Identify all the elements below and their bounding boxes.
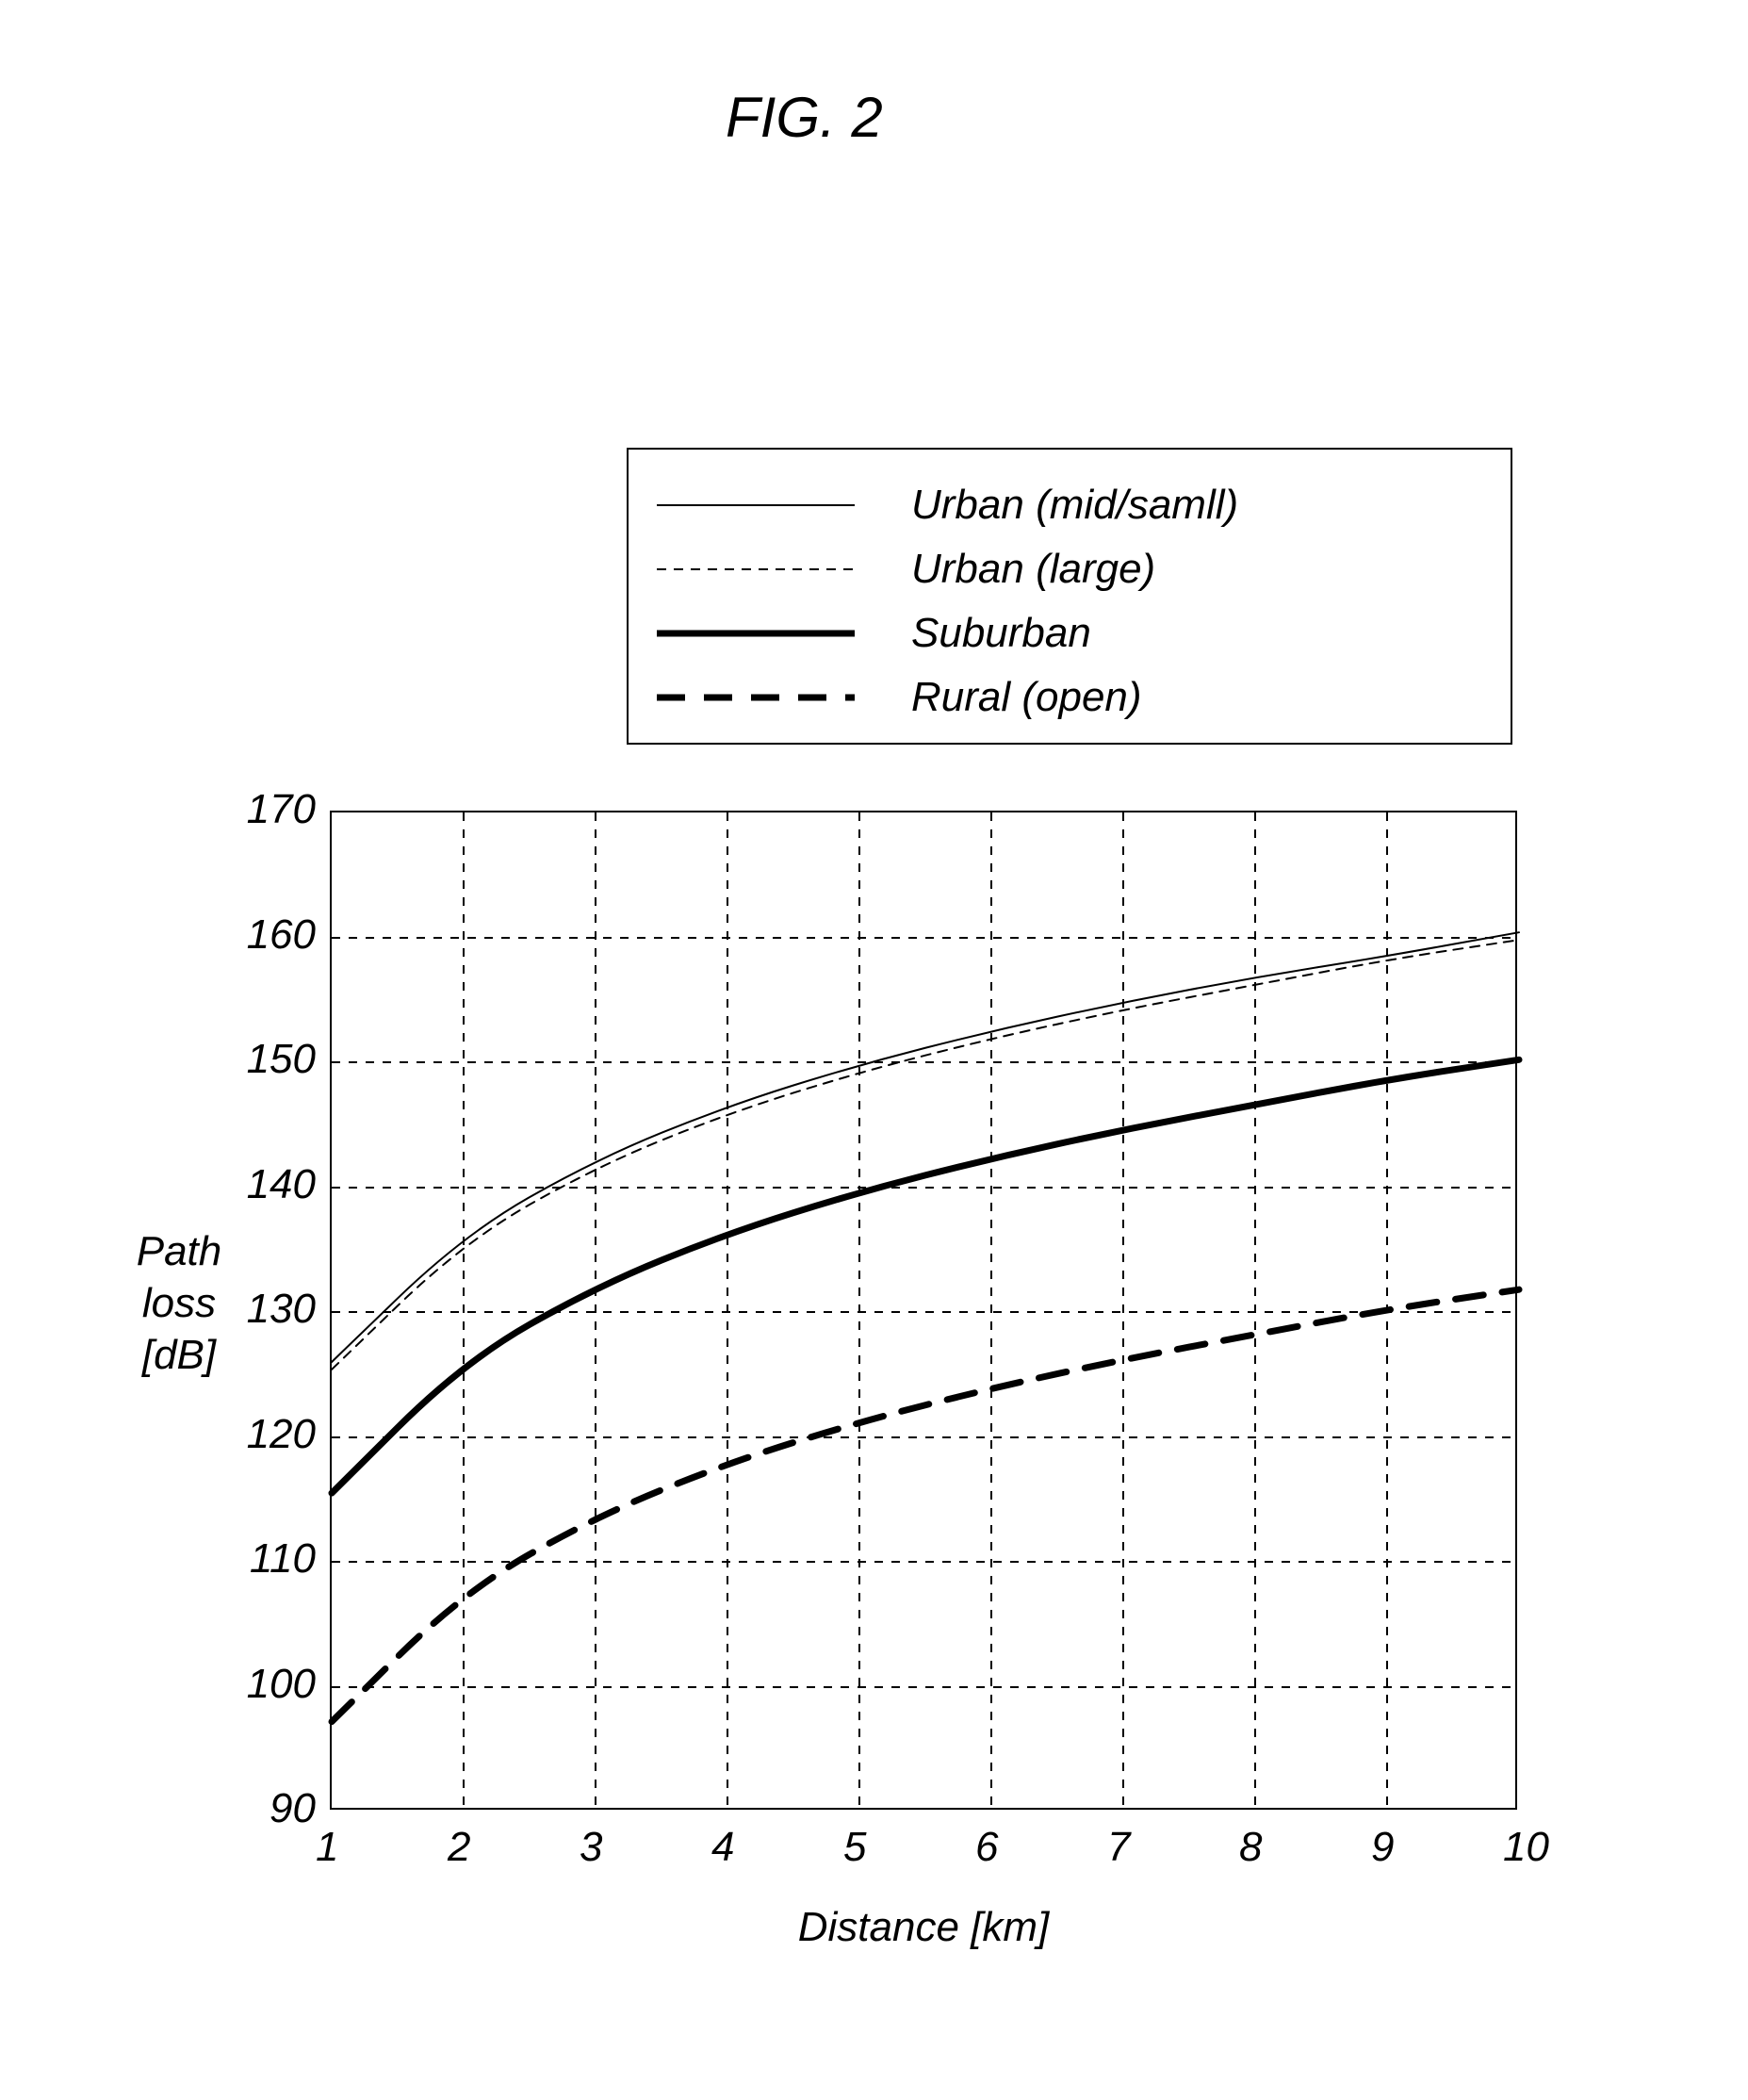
legend-item: Urban (large) — [657, 537, 1155, 601]
series-suburban — [332, 1059, 1519, 1493]
x-tick-label: 2 — [448, 1824, 470, 1871]
grid-line-h — [332, 1187, 1519, 1189]
grid-line-h — [332, 1061, 1519, 1063]
x-tick-label: 6 — [975, 1824, 998, 1871]
y-axis-label-line: [dB] — [123, 1329, 236, 1381]
x-tick-label: 5 — [843, 1824, 866, 1871]
legend-swatch — [657, 665, 855, 730]
y-tick-label: 170 — [247, 786, 316, 833]
y-axis-label: Pathloss[dB] — [123, 1225, 236, 1381]
plot-area — [330, 811, 1517, 1810]
y-tick-label: 90 — [270, 1785, 316, 1832]
series-urban-mid-small — [332, 932, 1519, 1362]
y-axis-label-line: Path — [123, 1225, 236, 1277]
legend-label: Suburban — [911, 610, 1091, 657]
grid-line-h — [332, 1561, 1519, 1563]
x-tick-label: 3 — [580, 1824, 602, 1871]
y-tick-label: 100 — [247, 1661, 316, 1708]
x-axis-label: Distance [km] — [773, 1904, 1074, 1951]
legend-swatch — [657, 537, 855, 601]
x-tick-label: 10 — [1503, 1824, 1549, 1871]
legend-item: Rural (open) — [657, 665, 1142, 730]
legend-item: Suburban — [657, 601, 1091, 665]
series-urban-large — [332, 940, 1519, 1370]
x-tick-label: 4 — [711, 1824, 734, 1871]
legend-item: Urban (mid/samll) — [657, 473, 1238, 537]
y-tick-label: 130 — [247, 1286, 316, 1333]
grid-line-h — [332, 937, 1519, 939]
legend-label: Urban (large) — [911, 546, 1155, 593]
grid-line-h — [332, 1686, 1519, 1688]
y-axis-label-line: loss — [123, 1277, 236, 1329]
legend-box: Urban (mid/samll) Urban (large) Suburban Ru… — [627, 448, 1512, 745]
x-tick-label: 9 — [1371, 1824, 1394, 1871]
y-tick-label: 110 — [250, 1535, 316, 1583]
figure-title: FIG. 2 — [726, 85, 883, 150]
grid-line-h — [332, 1311, 1519, 1313]
x-tick-label: 8 — [1239, 1824, 1262, 1871]
x-tick-label: 7 — [1107, 1824, 1130, 1871]
y-tick-label: 120 — [247, 1411, 316, 1458]
y-tick-label: 160 — [247, 911, 316, 959]
legend-swatch — [657, 601, 855, 665]
legend-swatch — [657, 473, 855, 537]
legend-label: Rural (open) — [911, 674, 1142, 721]
legend-label: Urban (mid/samll) — [911, 482, 1238, 529]
series-rural-open — [332, 1289, 1519, 1721]
y-tick-label: 140 — [247, 1161, 316, 1208]
y-tick-label: 150 — [247, 1036, 316, 1083]
grid-line-h — [332, 1436, 1519, 1438]
x-tick-label: 1 — [316, 1824, 338, 1871]
